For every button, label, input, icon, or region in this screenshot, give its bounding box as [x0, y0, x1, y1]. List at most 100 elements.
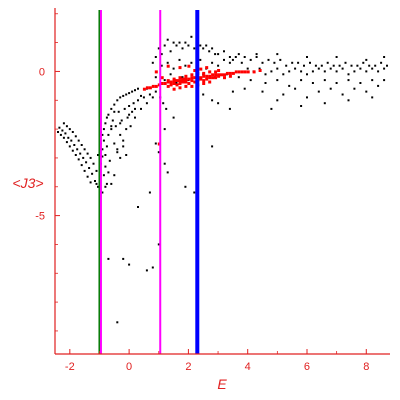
data-point: [160, 76, 164, 80]
data-point: [92, 162, 95, 165]
data-point: [134, 116, 136, 119]
data-point: [255, 56, 258, 58]
data-point: [190, 76, 194, 80]
data-point: [306, 73, 308, 76]
data-point: [300, 105, 303, 107]
data-point: [181, 76, 184, 79]
data-point: [214, 70, 218, 74]
x-tick-label: 8: [363, 361, 369, 373]
data-point: [246, 67, 249, 70]
data-point: [353, 87, 356, 90]
points-layer: [57, 35, 388, 324]
data-point: [190, 73, 194, 77]
data-point: [374, 64, 377, 67]
x-tick-label: 4: [245, 361, 251, 373]
data-point: [184, 64, 187, 67]
data-point: [62, 122, 65, 125]
data-point: [114, 125, 117, 128]
data-point: [145, 86, 149, 90]
data-point: [371, 67, 374, 70]
data-point: [273, 61, 276, 64]
data-point: [294, 87, 297, 90]
data-point: [377, 84, 380, 87]
data-point: [214, 53, 217, 56]
data-point: [240, 70, 244, 74]
data-point: [306, 56, 308, 58]
data-point: [217, 64, 220, 67]
data-point: [217, 69, 221, 72]
data-point: [101, 148, 104, 151]
data-point: [116, 148, 119, 151]
data-point: [117, 110, 120, 113]
data-point: [291, 61, 294, 64]
data-point: [113, 110, 116, 113]
data-point: [184, 80, 188, 84]
x-tick-label: 2: [185, 361, 191, 373]
data-point: [101, 191, 104, 194]
data-point: [57, 131, 59, 133]
axes-layer: -2 0 2 4 6 8 0 -5: [35, 8, 390, 373]
data-point: [163, 79, 166, 82]
data-point: [344, 61, 347, 64]
data-point: [119, 122, 122, 125]
data-point: [252, 70, 256, 74]
data-point: [184, 84, 188, 88]
data-point: [276, 67, 279, 70]
data-point: [163, 44, 166, 47]
data-point: [187, 82, 191, 85]
data-point: [65, 141, 68, 144]
data-point: [234, 70, 238, 74]
data-point: [102, 128, 105, 131]
data-point: [129, 125, 132, 128]
data-point: [104, 165, 107, 168]
data-point: [172, 116, 175, 119]
data-point: [137, 87, 139, 90]
data-point: [338, 64, 341, 67]
data-point: [67, 136, 70, 139]
data-point: [86, 152, 89, 155]
data-point: [102, 174, 105, 177]
data-point: [335, 70, 338, 73]
data-point: [303, 64, 305, 67]
data-point: [383, 56, 386, 58]
data-point: [145, 102, 148, 105]
data-point: [104, 185, 107, 188]
data-point: [187, 44, 190, 47]
data-point: [243, 70, 247, 74]
data-point: [190, 35, 193, 38]
data-point: [110, 182, 113, 185]
y-tick-label: -5: [35, 211, 45, 223]
data-point: [365, 90, 368, 93]
data-point: [365, 70, 368, 73]
data-point: [119, 133, 122, 136]
data-point: [237, 70, 241, 74]
data-point: [178, 58, 181, 61]
y-tick-label: 0: [39, 66, 45, 78]
data-point: [178, 41, 181, 44]
data-point: [107, 133, 110, 136]
data-point: [217, 102, 220, 105]
data-point: [95, 182, 98, 185]
data-point: [62, 136, 65, 139]
data-point: [122, 257, 125, 260]
data-point: [202, 79, 206, 83]
data-point: [311, 70, 314, 73]
data-point: [137, 206, 139, 208]
data-point: [157, 151, 160, 154]
data-point: [184, 185, 187, 188]
data-point: [332, 64, 335, 67]
data-point: [181, 77, 185, 81]
data-point: [309, 61, 311, 64]
data-point: [131, 90, 134, 93]
data-point: [110, 107, 113, 110]
data-point: [202, 74, 206, 78]
data-point: [261, 90, 264, 93]
data-point: [258, 67, 261, 70]
data-point: [163, 82, 167, 85]
data-point: [270, 70, 273, 73]
data-point: [187, 64, 191, 68]
data-point: [359, 82, 362, 84]
data-point: [237, 76, 240, 79]
x-tick-label: 0: [126, 361, 132, 373]
data-point: [282, 73, 285, 76]
